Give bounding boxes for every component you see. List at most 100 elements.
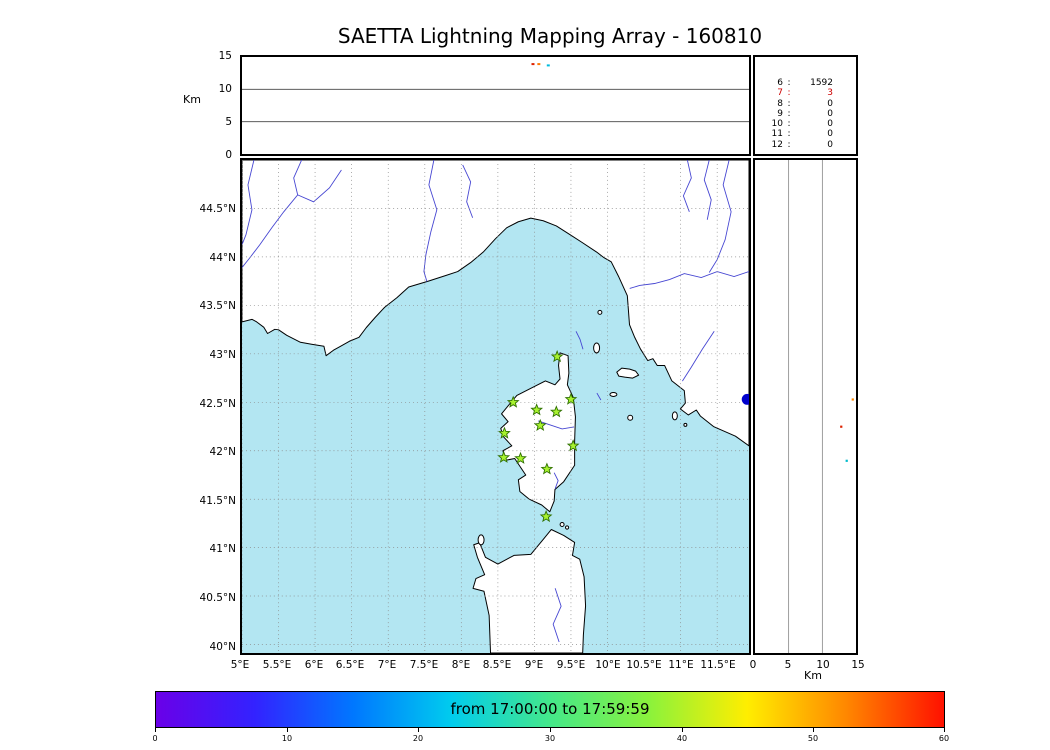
lon-tick-label: 8.5°E (482, 659, 512, 671)
stat-row: 6 : 1592 (755, 78, 856, 88)
giannutri-island (683, 422, 688, 427)
page-title: SAETTA Lightning Mapping Array - 160810 (337, 24, 763, 48)
lat-tick-label: 44.5°N (199, 203, 236, 215)
asinara-island (477, 534, 485, 546)
colorbar-label: from 17:00:00 to 17:59:59 (450, 700, 650, 718)
source-points-right (840, 398, 854, 462)
stat-row: 9 : 0 (755, 109, 856, 119)
stat-nstations: 9 (777, 108, 783, 119)
alt-tick-label: 5 (225, 116, 232, 128)
colorbar-tickmark (287, 728, 288, 732)
source-points-top (531, 63, 550, 67)
alt-axis-label: Km (183, 93, 201, 106)
colorbar: from 17:00:00 to 17:59:59 (155, 691, 945, 728)
colorbar-tickmark (550, 728, 551, 732)
stat-nstations: 6 (777, 78, 783, 88)
station-count-panel: 6 : 1592 7 : 3 8 : 0 9 : 0 10 : 0 11 : 0 (753, 55, 858, 156)
altitude-latitude-panel (753, 158, 858, 655)
stat-nstations: 12 (771, 139, 783, 150)
pianosa-island (609, 391, 618, 397)
stat-separator: : (787, 129, 791, 140)
stat-nstations: 10 (771, 119, 783, 130)
lon-tick-label: 5°E (230, 659, 250, 671)
stat-nstations: 11 (771, 129, 783, 140)
maddalena-island (559, 522, 565, 528)
elba-island (616, 367, 640, 379)
colorbar-tickmark (418, 728, 419, 732)
km-tick-label: 15 (851, 659, 865, 671)
stat-count: 0 (827, 139, 833, 150)
small-islands (477, 309, 688, 546)
lon-tick-label: 9°E (524, 659, 544, 671)
stat-row: 11 : 0 (755, 129, 856, 139)
stat-row: 12 : 0 (755, 140, 856, 150)
stat-separator: : (787, 88, 791, 99)
lon-tick-label: 9.5°E (556, 659, 586, 671)
alt-tick-label: 0 (225, 149, 232, 161)
colorbar-tick-label: 40 (676, 734, 688, 743)
colorbar-tickmark (682, 728, 683, 732)
lat-tick-label: 42.5°N (199, 398, 236, 410)
lon-tick-label: 8°E (451, 659, 471, 671)
stat-separator: : (787, 119, 791, 130)
stat-separator: : (787, 108, 791, 119)
km-tick-label: 0 (749, 659, 757, 671)
map-gridlines (242, 160, 749, 653)
giglio-island (671, 411, 678, 421)
stat-separator: : (787, 78, 791, 88)
stat-row: 7 : 3 (755, 88, 856, 98)
lon-tick-label: 6°E (304, 659, 324, 671)
km-tick-label: 10 (816, 659, 830, 671)
plan-view-map-panel (240, 158, 751, 655)
colorbar-tickmark (944, 728, 945, 732)
stat-row: 10 : 0 (755, 119, 856, 129)
lon-tick-label: 11.5°E (700, 659, 736, 671)
lon-tick-label: 11°E (668, 659, 694, 671)
stat-row: 8 : 0 (755, 99, 856, 109)
stat-count: 1592 (810, 78, 833, 88)
stat-count: 0 (827, 98, 833, 109)
map-svg (242, 160, 749, 653)
flash-source-dot (741, 393, 749, 405)
stat-count: 0 (827, 108, 833, 119)
capraia-island (593, 342, 601, 354)
lma-station-stars (497, 350, 580, 523)
lon-tick-label: 7.5°E (409, 659, 439, 671)
stat-nstations: 7 (777, 88, 783, 99)
rivers (242, 160, 749, 643)
alt-tick-label: 10 (218, 83, 232, 95)
lon-tick-label: 10°E (595, 659, 621, 671)
colorbar-tick-label: 30 (544, 734, 556, 743)
lat-tick-label: 40°N (209, 641, 236, 653)
colorbar-tick-label: 60 (938, 734, 950, 743)
sardinia-island (472, 529, 587, 653)
lat-tick-label: 42°N (209, 446, 236, 458)
colorbar-tick-label: 0 (152, 734, 158, 743)
lat-tick-label: 41°N (209, 543, 236, 555)
lon-tick-label: 7°E (377, 659, 397, 671)
stat-separator: : (787, 98, 791, 109)
km-axis-label: Km (804, 669, 822, 682)
altitude-longitude-panel (240, 55, 751, 156)
lat-tick-label: 44°N (209, 252, 236, 264)
alt-tick-label: 15 (218, 50, 232, 62)
time-colorbar-wrap: from 17:00:00 to 17:59:59 0 10 20 30 40 … (152, 691, 949, 750)
corsica-island (500, 352, 576, 513)
lat-tick-label: 43.5°N (199, 300, 236, 312)
lon-tick-label: 5.5°E (262, 659, 292, 671)
lon-tick-label: 10.5°E (626, 659, 662, 671)
colorbar-tickmark (813, 728, 814, 732)
lat-tick-label: 43°N (209, 349, 236, 361)
maddalena-island (564, 525, 570, 530)
colorbar-tick-label: 20 (412, 734, 424, 743)
colorbar-tick-label: 10 (281, 734, 293, 743)
km-tick-label: 5 (784, 659, 792, 671)
gorgona-island (597, 309, 603, 315)
stat-nstations: 8 (777, 98, 783, 109)
stat-count: 0 (827, 129, 833, 140)
altitude-latitude-plot (788, 160, 854, 653)
stat-separator: : (787, 139, 791, 150)
mainland-europe-coast (242, 160, 749, 447)
colorbar-tickmark (155, 728, 156, 732)
